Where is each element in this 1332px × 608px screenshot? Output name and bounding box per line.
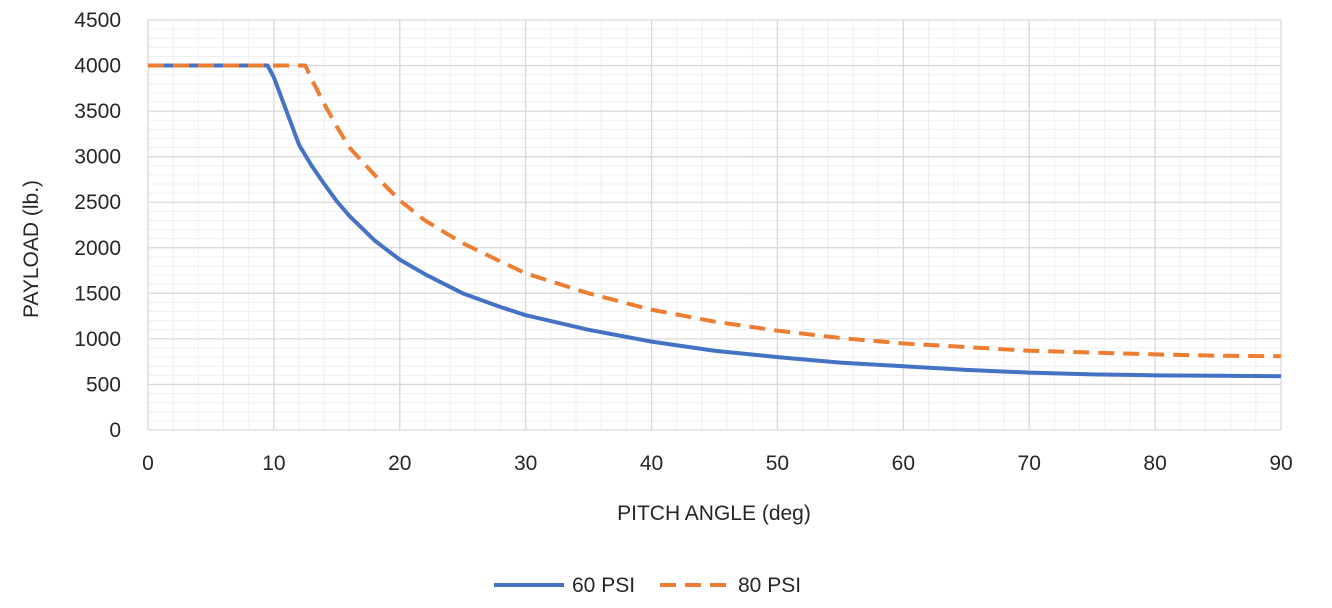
series-line-60-psi (148, 63, 1282, 379)
legend: 60 PSI 80 PSI (494, 574, 801, 597)
x-tick-label: 50 (766, 452, 789, 475)
y-axis-tick-labels: 0 500 1000 1500 2000 2500 3000 3500 4000 4500 (74, 9, 121, 442)
series-line-80-psi (148, 63, 1282, 359)
y-tick-label: 1500 (74, 282, 121, 305)
major-gridlines (147, 19, 1282, 431)
y-tick-label: 500 (86, 373, 121, 396)
legend-label-60-psi: 60 PSI (572, 574, 635, 597)
y-tick-label: 4500 (74, 9, 121, 32)
minor-gridlines (147, 19, 1282, 431)
y-tick-label: 4000 (74, 55, 121, 78)
y-tick-label: 2000 (74, 237, 121, 260)
y-tick-label: 3500 (74, 100, 121, 123)
x-tick-label: 80 (1143, 452, 1166, 475)
legend-label-80-psi: 80 PSI (738, 574, 801, 597)
y-tick-label: 2500 (74, 191, 121, 214)
y-tick-label: 0 (109, 419, 121, 442)
y-axis-title: PAYLOAD (lb.) (20, 180, 43, 318)
x-axis-tick-labels: 0 10 20 30 40 50 60 70 80 90 (142, 452, 1293, 475)
x-axis-title: PITCH ANGLE (deg) (617, 502, 811, 525)
x-tick-label: 20 (388, 452, 411, 475)
x-tick-label: 10 (262, 452, 285, 475)
y-tick-label: 1000 (74, 328, 121, 351)
series-lines (148, 63, 1282, 379)
x-tick-label: 90 (1269, 452, 1292, 475)
x-tick-label: 30 (514, 452, 537, 475)
x-tick-label: 0 (142, 452, 154, 475)
x-tick-label: 70 (1018, 452, 1041, 475)
y-tick-label: 3000 (74, 146, 121, 169)
x-tick-label: 60 (892, 452, 915, 475)
x-tick-label: 40 (640, 452, 663, 475)
